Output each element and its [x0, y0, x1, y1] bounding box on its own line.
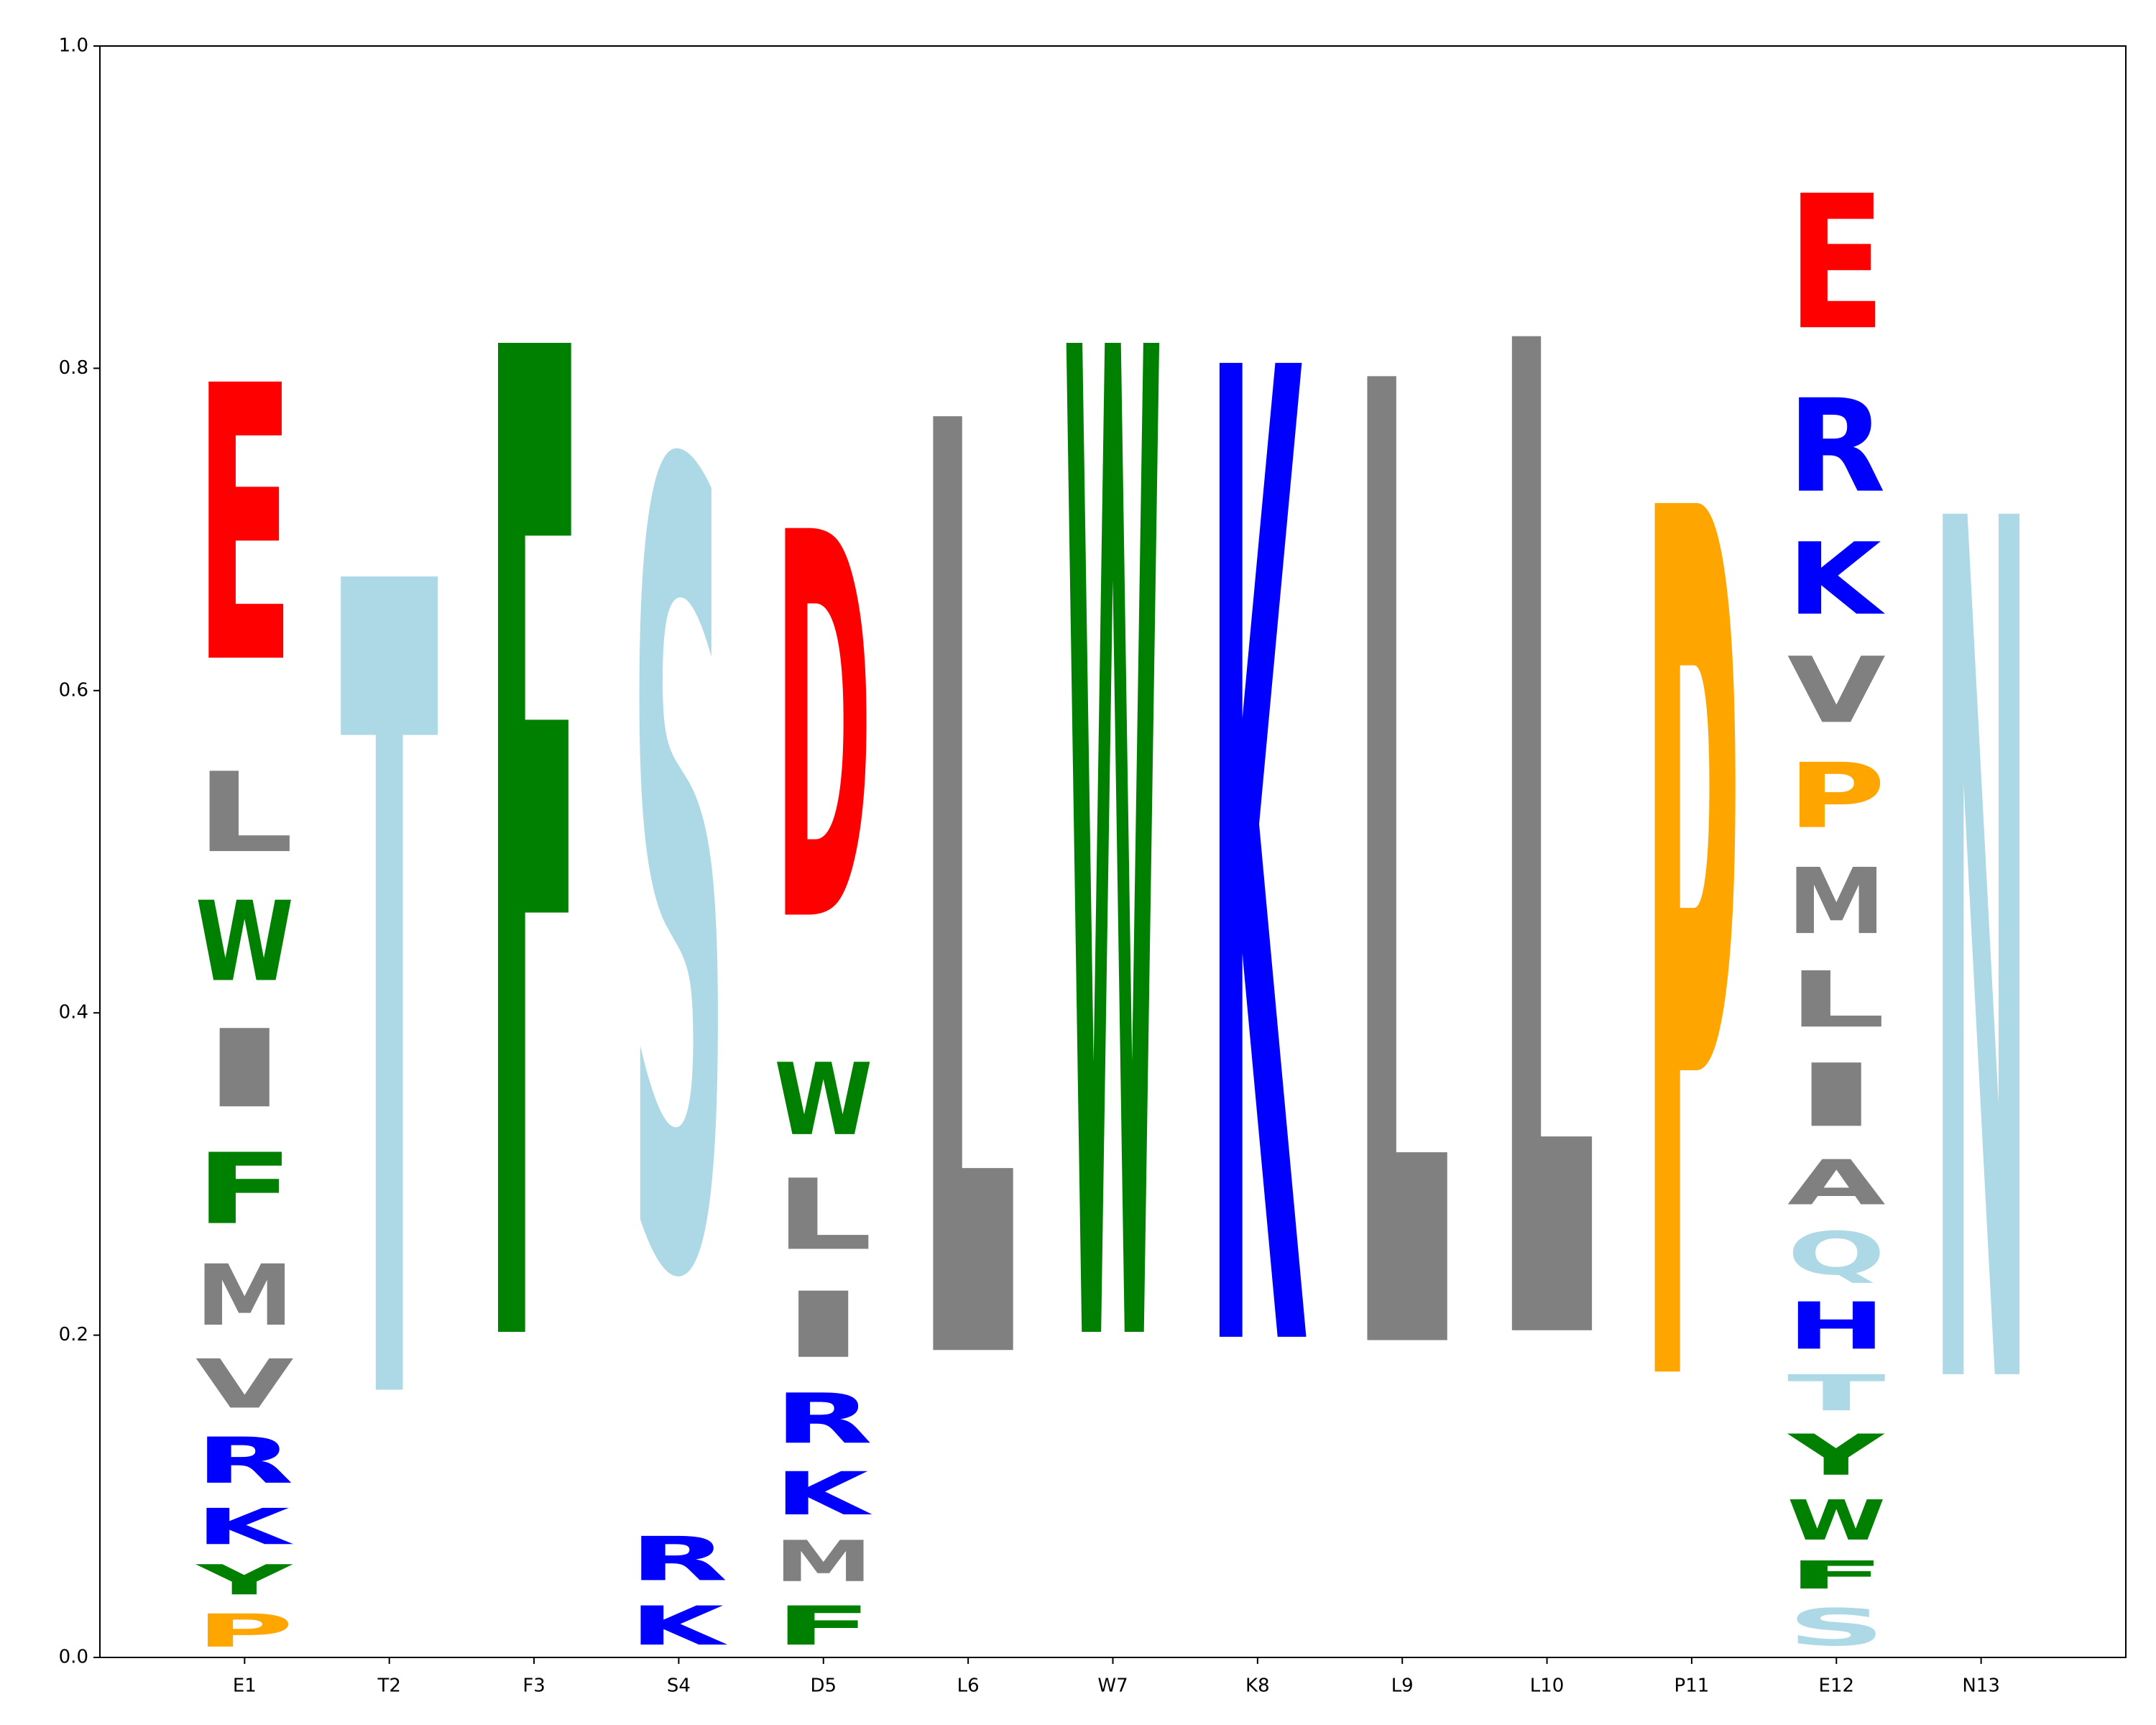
letter: K	[1208, 98, 1307, 1652]
letter: M	[195, 1248, 294, 1346]
letter: Y	[195, 1556, 294, 1604]
x-tick-label: N13	[1962, 1675, 2000, 1697]
x-tick-label: L6	[957, 1675, 980, 1697]
letter: E	[195, 307, 294, 748]
letter: H	[1787, 1289, 1886, 1364]
letter: W	[195, 878, 294, 1006]
letter: W	[1787, 1489, 1886, 1552]
letter: W	[1064, 73, 1162, 1652]
letter: K	[195, 1499, 293, 1556]
letter: P	[1787, 745, 1886, 848]
x-tick-label: T2	[377, 1675, 400, 1697]
letter: L	[1353, 112, 1452, 1652]
letter: A	[1787, 1147, 1886, 1219]
letter: K	[630, 1595, 728, 1657]
y-tick-label: 0.0	[59, 1647, 88, 1668]
y-tick-label: 0.4	[59, 1002, 88, 1024]
x-tick-label: L10	[1530, 1675, 1565, 1697]
x-tick-label: D5	[811, 1675, 837, 1697]
x-tick-label: K8	[1245, 1675, 1270, 1697]
y-tick-label: 0.8	[59, 357, 88, 379]
letter: R	[1787, 372, 1886, 520]
letter: T	[340, 354, 439, 1652]
letter: F	[1787, 1552, 1886, 1598]
y-tick-label: 0.6	[59, 679, 88, 701]
letter: L	[1498, 65, 1596, 1652]
letter: I	[1787, 1045, 1886, 1146]
letter: L	[774, 1159, 872, 1272]
letter: R	[630, 1524, 728, 1594]
letter: Y	[1787, 1423, 1886, 1489]
letter: Q	[1787, 1220, 1886, 1289]
letter: D	[774, 423, 872, 1040]
x-tick-label: E12	[1819, 1675, 1855, 1697]
letter: W	[774, 1042, 872, 1158]
letter: K	[1787, 523, 1886, 638]
letter: P	[1642, 267, 1741, 1654]
x-tick-label: S4	[667, 1675, 691, 1697]
letter: I	[195, 1007, 294, 1132]
letter: K	[774, 1460, 872, 1528]
x-tick-label: F3	[522, 1675, 545, 1697]
letter: F	[774, 1595, 872, 1657]
letter: S	[630, 245, 728, 1520]
letter: I	[774, 1273, 872, 1379]
letter: L	[195, 750, 294, 878]
letter: F	[485, 73, 584, 1652]
x-tick-label: W7	[1097, 1675, 1128, 1697]
x-tick-label: L9	[1391, 1675, 1414, 1697]
x-tick-label: E1	[233, 1675, 257, 1697]
letter: T	[1787, 1365, 1886, 1422]
letter: L	[919, 162, 1018, 1653]
letter: L	[1787, 955, 1886, 1045]
y-tick-label: 1.0	[59, 35, 88, 57]
letter: V	[1787, 638, 1886, 744]
letter: P	[195, 1604, 294, 1657]
x-tick-label: P11	[1674, 1675, 1710, 1697]
letter: R	[774, 1379, 872, 1459]
letter: S	[1787, 1598, 1886, 1657]
letter: E	[1787, 157, 1886, 372]
letter: M	[1787, 849, 1886, 954]
letter: M	[774, 1529, 872, 1594]
letter: N	[1932, 280, 2030, 1653]
plot-frame	[99, 45, 2127, 1658]
letter: V	[195, 1346, 294, 1424]
letter: R	[195, 1425, 294, 1498]
letter: F	[195, 1133, 294, 1246]
y-tick-label: 0.2	[59, 1324, 88, 1346]
